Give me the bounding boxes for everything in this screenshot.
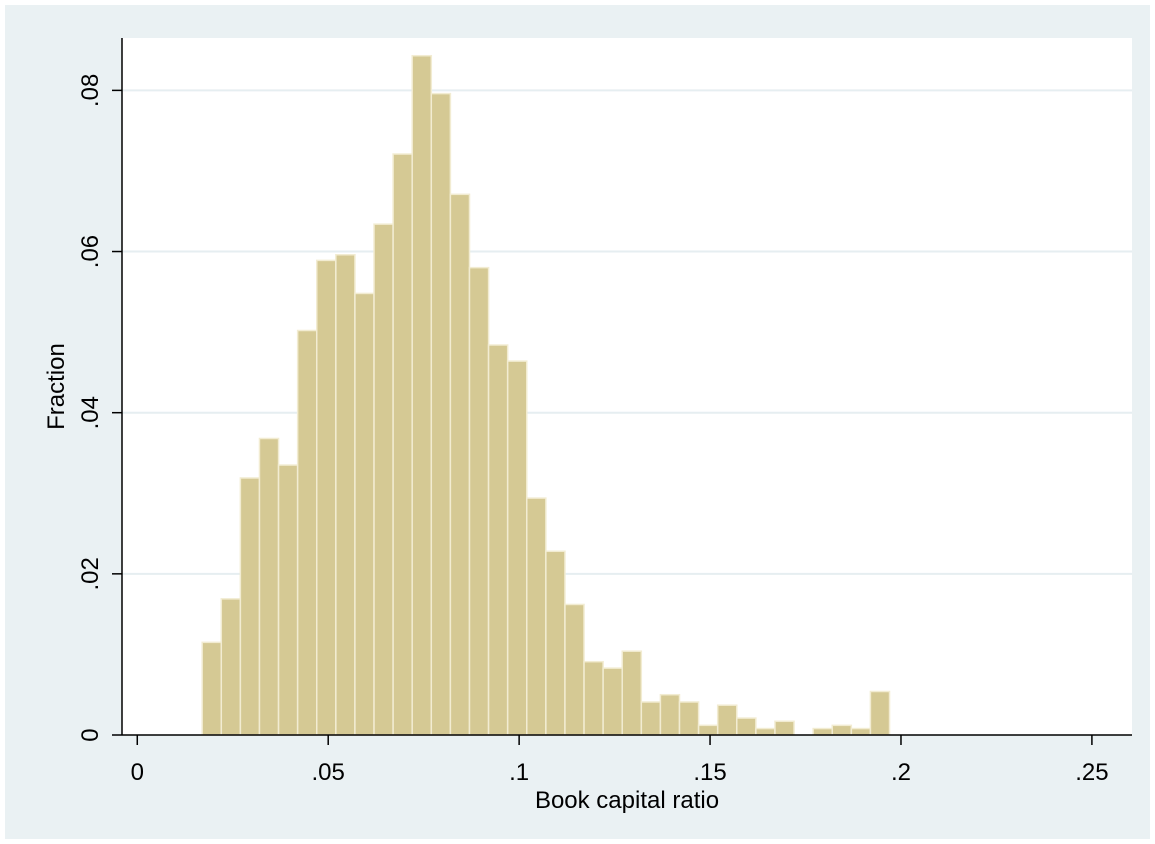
histogram-bar [487,344,509,736]
y-tick-label: .02 [77,557,104,590]
histogram-bar [659,693,681,736]
histogram-bar [430,92,452,736]
histogram-bar [411,54,433,736]
y-tick-label: .08 [77,74,104,107]
histogram-bar [774,720,795,736]
histogram-bar [277,464,299,736]
histogram-bar [296,329,318,736]
histogram-bar [315,259,337,736]
histogram-bar [545,550,566,736]
histogram-bar [678,701,700,736]
histogram-bar [850,727,872,736]
x-tick-label: .2 [891,759,911,786]
y-tick-label: .06 [77,235,104,268]
x-axis-title: Book capital ratio [535,787,719,814]
histogram-bar [755,727,776,736]
histogram-bar [621,650,643,736]
histogram-bar [583,660,604,736]
histogram-bars [201,54,891,736]
histogram-bar [239,477,261,736]
histogram-bar [392,153,413,736]
histogram-bar [831,724,853,736]
y-tick-label: 0 [77,728,104,741]
histogram-bar [716,704,738,736]
histogram-bar [258,437,280,736]
histogram-bar [736,717,757,736]
x-tick-label: .1 [509,759,529,786]
histogram-bar [373,223,394,736]
histogram-bar [335,254,356,736]
histogram-bar [201,641,223,736]
histogram-bar [526,497,547,736]
histogram-bar [220,598,242,736]
x-tick-label: .05 [312,759,345,786]
histogram-bar [506,360,528,736]
histogram-bar [354,292,375,736]
x-tick-label: .25 [1075,759,1108,786]
histogram-bar [697,724,719,736]
y-axis-ticks: 0 .02 .04 .06 .08 [77,74,122,742]
y-tick-label: .04 [77,396,104,429]
histogram-bar [812,727,833,736]
y-axis-title: Fraction [43,343,70,430]
histogram-bar [640,701,662,736]
histogram-bar [468,266,490,736]
histogram-bar [564,603,585,736]
x-axis-ticks: 0 .05 .1 .15 .2 .25 [131,735,1109,786]
x-tick-label: .15 [693,759,726,786]
x-tick-label: 0 [131,759,144,786]
histogram-bar [869,690,891,736]
histogram-bar [449,193,471,736]
histogram-bar [602,667,623,736]
